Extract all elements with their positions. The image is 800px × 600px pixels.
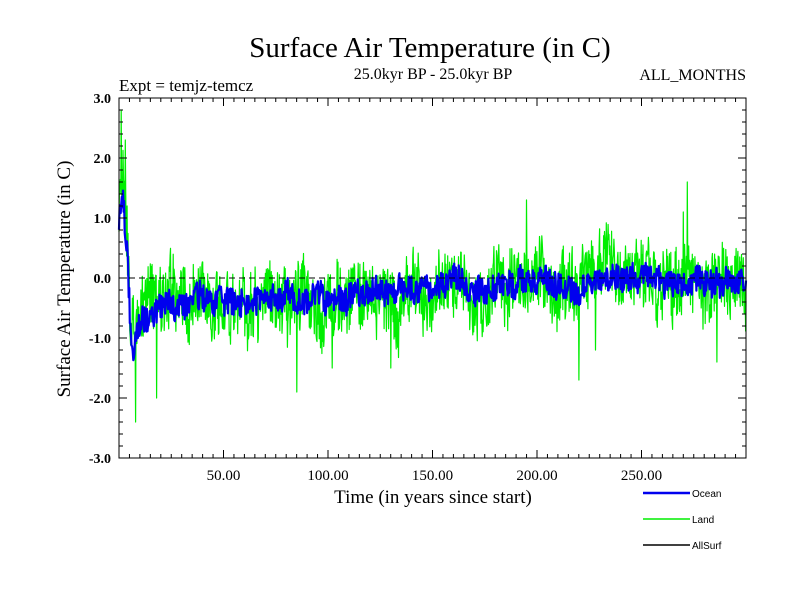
y-tick-label: 3.0 [94, 92, 112, 107]
x-tick-label: 250.00 [621, 468, 662, 484]
x-tick-label: 100.00 [307, 468, 348, 484]
y-tick-label: 2.0 [94, 152, 112, 167]
series-ocean-line [117, 189, 748, 362]
chart-title: Surface Air Temperature (in C) [249, 32, 610, 64]
chart-subtitle-right: ALL_MONTHS [639, 67, 746, 84]
y-tick-label: -2.0 [89, 392, 111, 407]
x-tick-label: 150.00 [412, 468, 453, 484]
y-tick-label: -1.0 [89, 332, 111, 347]
y-tick-label: 1.0 [94, 212, 112, 227]
chart-subtitle-left: Expt = temjz-temcz [119, 76, 254, 95]
y-tick-label: 0.0 [94, 272, 112, 287]
x-axis-label: Time (in years since start) [334, 487, 532, 508]
legend-label-ocean: Ocean [692, 489, 721, 500]
y-axis-label: Surface Air Temperature (in C) [54, 161, 75, 398]
x-tick-label: 50.00 [207, 468, 241, 484]
series-layer [117, 109, 748, 423]
plot-frame [118, 97, 747, 459]
y-tick-label: -3.0 [89, 452, 111, 467]
legend-label-allsurf: AllSurf [692, 541, 722, 552]
series-land-line [118, 109, 747, 423]
x-tick-label: 200.00 [516, 468, 557, 484]
chart-subtitle-center: 25.0kyr BP - 25.0kyr BP [354, 66, 513, 83]
axis-ticks: 50.00 100.00 150.00 200.00 250.00 -3.0 -2.0 -1.… [89, 92, 746, 484]
legend-label-land: Land [692, 515, 714, 526]
legend: Ocean Land AllSurf [643, 489, 722, 552]
